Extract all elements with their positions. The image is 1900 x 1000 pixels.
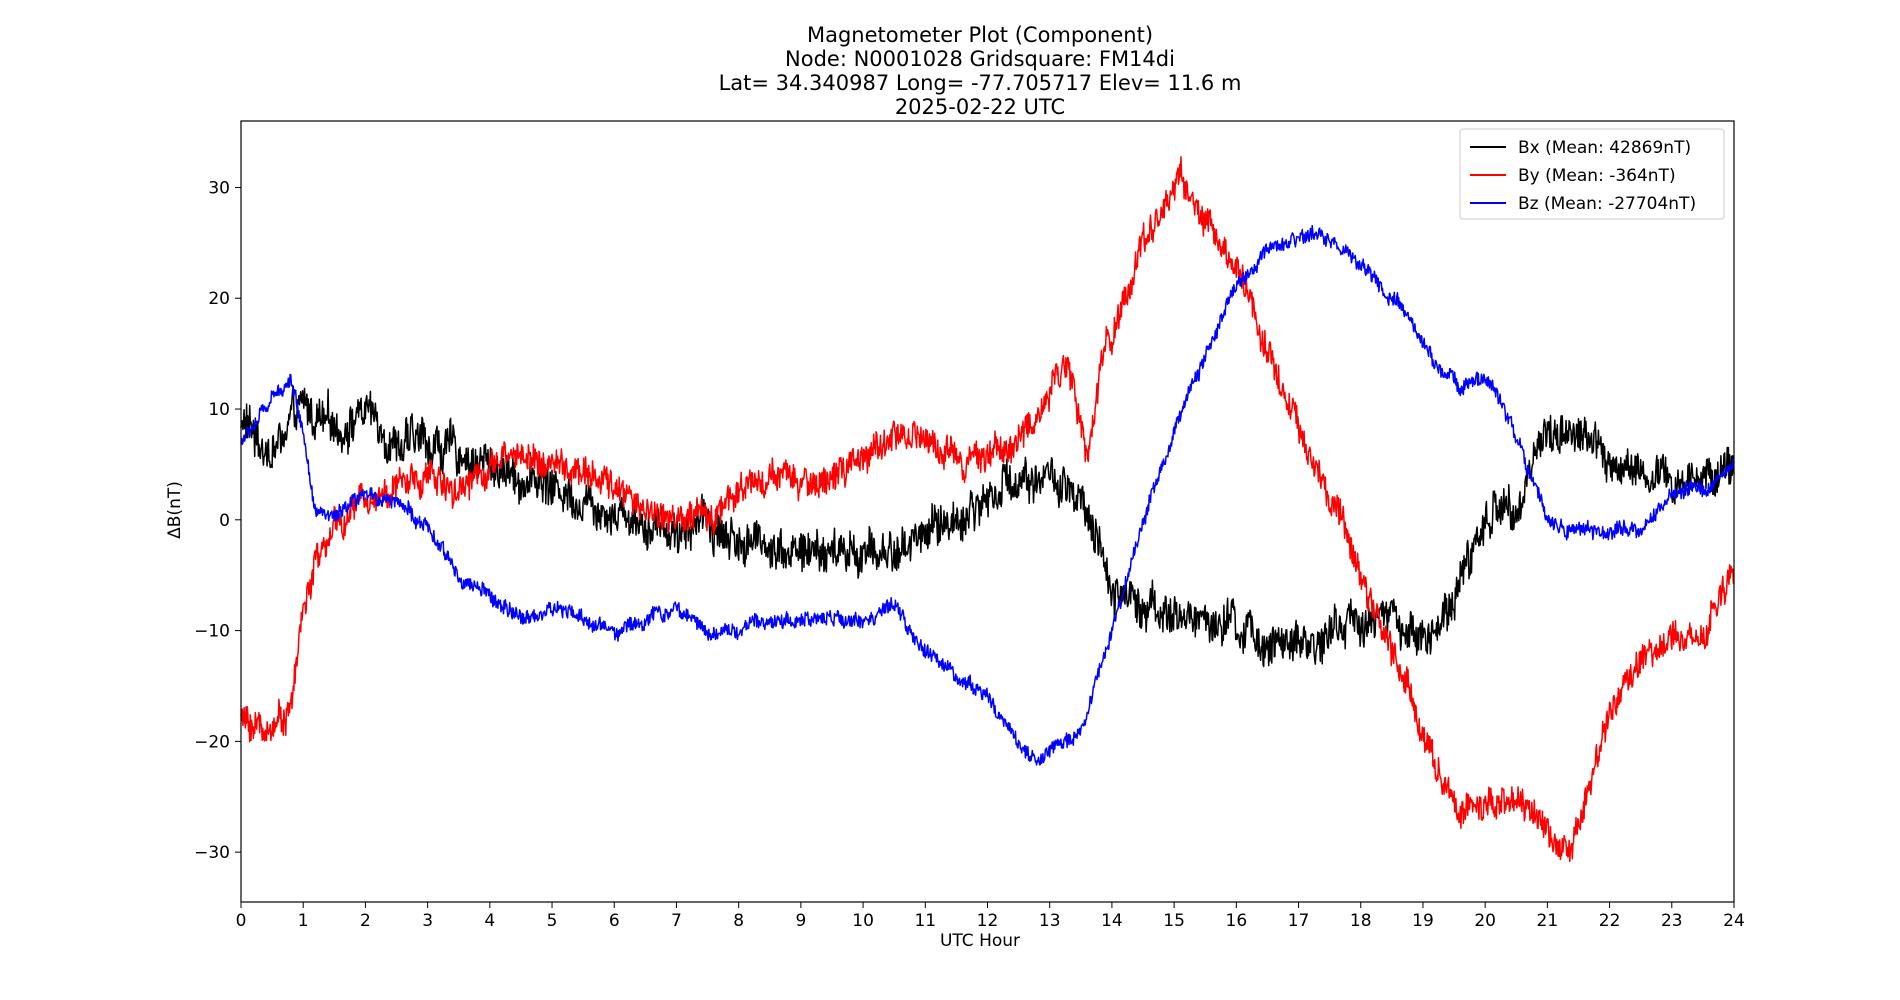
x-tick-label: 12: [977, 911, 999, 931]
chart-title: Magnetometer Plot (Component) Node: N000…: [719, 23, 1242, 119]
axis-ticks: 0 1 2 3 4 5 6 7 8 9 10 11 12 13 14 15 16 17 18 19 20 21 22 23 24…: [194, 178, 1745, 931]
x-tick-label: 24: [1723, 911, 1745, 931]
x-tick-label: 21: [1537, 911, 1559, 931]
y-tick-label: −30: [194, 843, 230, 863]
x-tick-label: 14: [1101, 911, 1123, 931]
x-tick-label: 7: [671, 911, 682, 931]
series-line-0: [240, 385, 1735, 668]
x-tick-label: 6: [609, 911, 620, 931]
x-axis-label: UTC Hour: [940, 931, 1020, 951]
x-tick-label: 15: [1163, 911, 1185, 931]
y-tick-label: −20: [194, 732, 230, 752]
legend: Bx (Mean: 42869nT) By (Mean: -364nT) Bz (M…: [1459, 128, 1725, 220]
legend-entry: By (Mean: -364nT): [1518, 166, 1676, 186]
y-tick-label: 0: [219, 511, 230, 531]
series-lines: [240, 156, 1735, 863]
x-tick-label: 8: [733, 911, 744, 931]
x-tick-label: 18: [1350, 911, 1372, 931]
x-tick-label: 0: [236, 911, 247, 931]
x-tick-label: 3: [422, 911, 433, 931]
title-line-2: Node: N0001028 Gridsquare: FM14di: [785, 47, 1175, 71]
x-tick-label: 20: [1474, 911, 1496, 931]
x-tick-label: 2: [360, 911, 371, 931]
title-line-3: Lat= 34.340987 Long= -77.705717 Elev= 11…: [719, 71, 1242, 95]
x-tick-label: 23: [1661, 911, 1683, 931]
x-tick-label: 9: [795, 911, 806, 931]
x-tick-label: 16: [1226, 911, 1248, 931]
x-tick-label: 4: [484, 911, 495, 931]
title-line-4: 2025-02-22 UTC: [895, 95, 1065, 119]
x-tick-label: 11: [914, 911, 936, 931]
plot-area-frame: [240, 120, 1735, 903]
legend-box: [1459, 128, 1725, 220]
y-tick-label: 30: [208, 178, 230, 198]
x-tick-label: 1: [298, 911, 309, 931]
y-tick-label: −10: [194, 622, 230, 642]
x-tick-label: 13: [1039, 911, 1061, 931]
x-tick-label: 17: [1288, 911, 1310, 931]
legend-entry: Bx (Mean: 42869nT): [1518, 138, 1691, 158]
legend-entry: Bz (Mean: -27704nT): [1518, 194, 1696, 214]
y-tick-label: 10: [208, 400, 230, 420]
title-line-1: Magnetometer Plot (Component): [807, 23, 1153, 47]
y-axis-label: ΔB(nT): [165, 481, 185, 539]
x-tick-label: 5: [547, 911, 558, 931]
x-tick-label: 10: [852, 911, 874, 931]
series-line-1: [240, 156, 1735, 863]
y-tick-label: 20: [208, 289, 230, 309]
series-line-2: [240, 224, 1735, 766]
x-tick-label: 22: [1599, 911, 1621, 931]
x-tick-label: 19: [1412, 911, 1434, 931]
